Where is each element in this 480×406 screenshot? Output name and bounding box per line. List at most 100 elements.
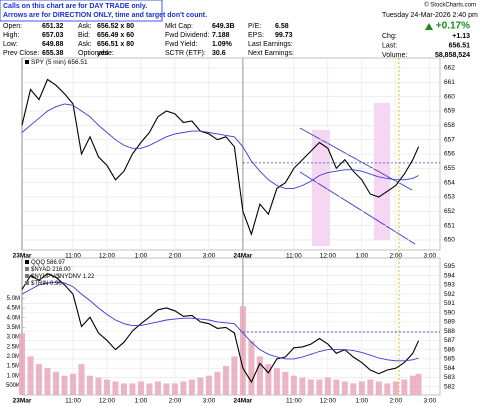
- volume-tick-label: 3.0M: [7, 335, 20, 341]
- volume-bar: [112, 381, 119, 395]
- volume-bar: [384, 383, 391, 395]
- volume-bar: [146, 383, 153, 395]
- x-tick-label: 12:00: [99, 398, 116, 405]
- price-line: [21, 78, 420, 236]
- y-tick-label: 656: [444, 151, 455, 158]
- x-tick-label: 2:00: [389, 398, 402, 405]
- legend-swatch: [25, 281, 29, 285]
- volume-bar: [265, 364, 272, 395]
- volume-bar: [401, 379, 408, 395]
- x-tick-label: 23Mar: [13, 398, 32, 405]
- y-tick-label: 582: [444, 383, 455, 390]
- x-tick-label: 11:00: [65, 253, 81, 260]
- copyright: © StockCharts.com: [424, 2, 476, 9]
- volume-bar: [316, 379, 323, 395]
- volume-bar: [350, 383, 357, 395]
- legend-entry: $NYAD 216.00: [31, 267, 71, 273]
- volume-bar: [409, 375, 416, 395]
- volume-bar: [214, 371, 221, 395]
- volume-tick-label: 5.0M: [7, 296, 20, 302]
- field-label: EPS:: [248, 32, 264, 39]
- y-tick-label: 588: [444, 328, 455, 335]
- up-arrow: [425, 23, 433, 30]
- highlight-zone: [374, 103, 390, 240]
- volume-bar: [163, 383, 170, 395]
- field-label: Open:: [3, 23, 22, 30]
- y-tick-label: 658: [444, 122, 455, 129]
- legend-swatch: [25, 60, 29, 64]
- field-label: SCTR (ETF):: [165, 50, 206, 57]
- volume-bar: [367, 379, 374, 395]
- y-tick-label: 655: [444, 165, 455, 172]
- lower-panel: [21, 257, 441, 396]
- y-tick-label: 594: [444, 272, 455, 279]
- field-label: Last:: [382, 42, 397, 49]
- volume-bar: [248, 340, 255, 395]
- volume-tick-label: 1.0M: [7, 373, 20, 379]
- volume-bar: [392, 381, 399, 395]
- y-tick-label: 653: [444, 194, 455, 201]
- field-value: 30.6: [212, 50, 226, 57]
- volume-bar: [69, 373, 76, 395]
- date: Tuesday 24-Mar-2026 2:40 pm: [382, 12, 478, 19]
- legend-swatch: [25, 267, 29, 271]
- field-label: Bid:: [78, 32, 90, 39]
- y-tick-label: 661: [444, 79, 455, 86]
- y-tick-label: 595: [444, 263, 455, 270]
- x-tick-label: 12:00: [320, 398, 337, 405]
- x-tick-label: 1:00: [135, 253, 148, 260]
- field-value: 1.09%: [212, 41, 233, 48]
- x-tick-label: 3:00: [423, 398, 436, 405]
- field-value: 656.52 x 80: [97, 23, 134, 30]
- volume-bar: [129, 383, 136, 395]
- x-tick-label: 2:00: [169, 398, 182, 405]
- legend-entry: QQQ 586.97: [31, 260, 66, 266]
- x-tick-label: 3:00: [203, 398, 216, 405]
- plot-layer: Open: 651.32 Ask: 656.52 x 80 Mkt Cap: 649.3B…: [3, 23, 470, 405]
- volume-tick-label: 500K: [6, 383, 20, 389]
- x-tick-label: 24Mar: [233, 253, 252, 260]
- volume-bar: [307, 379, 314, 395]
- y-tick-label: 651: [444, 222, 455, 229]
- x-tick-label: 1:00: [356, 253, 369, 260]
- legend-entry: $NYUPV/$NYDNV 1.22: [31, 274, 95, 280]
- field-label: Optionable:: [78, 50, 114, 57]
- field-label: Volume:: [382, 52, 407, 59]
- x-tick-label: 1:00: [356, 398, 369, 405]
- price-line: [21, 273, 420, 384]
- y-tick-label: 587: [444, 337, 455, 344]
- field-label: Fwd Yield:: [165, 41, 197, 48]
- volume-bar: [44, 367, 51, 395]
- volume-bar: [35, 364, 42, 395]
- volume-tick-label: 4.5M: [7, 306, 20, 312]
- field-label: Ask:: [78, 41, 92, 48]
- volume-bar: [273, 367, 280, 395]
- field-label: High:: [3, 32, 19, 39]
- y-tick-label: 590: [444, 309, 455, 316]
- y-tick-label: 662: [444, 65, 455, 72]
- note-box: [0, 0, 163, 22]
- volume-bar: [197, 377, 204, 395]
- legend-swatch: [25, 274, 29, 278]
- field-value: 657.03: [42, 32, 64, 39]
- volume-bar: [222, 366, 229, 395]
- x-tick-label: 12:00: [320, 253, 337, 260]
- field-value: 656.49 x 60: [97, 32, 134, 39]
- field-value: 655.38: [42, 50, 64, 57]
- field-label: Next Earnings:: [248, 50, 294, 57]
- volume-bar: [52, 371, 59, 395]
- volume-tick-label: 2.0M: [7, 354, 20, 360]
- change-pct: +0.17%: [436, 21, 470, 32]
- legend-entry: $TRIN 0.90: [31, 281, 62, 287]
- field-value: 656.51: [449, 42, 471, 49]
- x-tick-label: 24Mar: [233, 398, 252, 405]
- field-value: 649.88: [42, 41, 64, 48]
- field-label: Last Earnings:: [248, 41, 293, 48]
- volume-bar: [78, 364, 85, 395]
- highlight-zone: [312, 130, 330, 246]
- x-tick-label: 3:00: [203, 253, 216, 260]
- volume-bar: [375, 381, 382, 395]
- volume-bar: [239, 306, 246, 395]
